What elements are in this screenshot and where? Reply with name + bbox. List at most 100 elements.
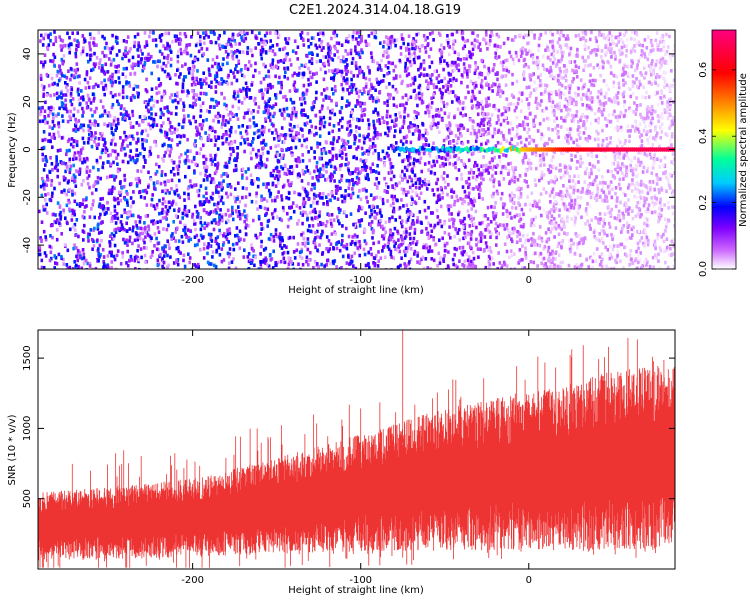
heatmap-cell <box>300 110 303 115</box>
heatmap-cell <box>248 192 252 197</box>
heatmap-cell <box>234 199 237 204</box>
heatmap-cell <box>97 251 101 256</box>
heatmap-cell <box>639 215 642 219</box>
heatmap-cell <box>296 137 300 141</box>
heatmap-cell <box>642 165 646 170</box>
heatmap-cell <box>118 80 121 85</box>
heatmap-cell <box>101 34 104 39</box>
heatmap-cell <box>62 178 66 182</box>
heatmap-cell <box>619 125 623 130</box>
heatmap-cell <box>301 95 305 99</box>
heatmap-cell <box>275 234 278 239</box>
heatmap-cell <box>443 111 447 116</box>
heatmap-cell <box>447 115 450 119</box>
heatmap-cell <box>319 196 322 200</box>
heatmap-cell <box>584 64 587 68</box>
heatmap-cell <box>332 246 335 250</box>
heatmap-cell <box>325 170 328 174</box>
heatmap-cell <box>494 201 497 205</box>
heatmap-cell <box>479 188 482 193</box>
heatmap-cell <box>489 256 492 261</box>
heatmap-cell <box>68 187 71 192</box>
heatmap-cell <box>257 128 260 133</box>
heatmap-cell <box>471 119 475 123</box>
heatmap-cell <box>568 90 571 95</box>
heatmap-cell <box>634 126 638 131</box>
heatmap-cell <box>323 88 326 92</box>
heatmap-cell <box>57 122 60 126</box>
heatmap-cell <box>414 96 418 101</box>
heatmap-cell <box>245 176 249 181</box>
heatmap-cell <box>549 39 552 44</box>
heatmap-cell <box>207 199 211 204</box>
heatmap-cell <box>170 158 174 163</box>
heatmap-cell <box>416 103 419 108</box>
heatmap-cell <box>41 119 45 123</box>
heatmap-cell <box>637 150 641 155</box>
heatmap-cell <box>544 231 548 235</box>
heatmap-cell <box>671 193 675 197</box>
heatmap-cell <box>202 246 206 251</box>
heatmap-cell <box>373 196 376 200</box>
heatmap-cell <box>520 207 524 212</box>
heatmap-cell <box>377 259 380 263</box>
heatmap-cell <box>509 121 513 126</box>
heatmap-cell <box>443 253 446 258</box>
heatmap-cell <box>387 171 391 175</box>
heatmap-cell <box>471 52 474 57</box>
heatmap-cell <box>244 195 248 199</box>
heatmap-cell <box>562 223 566 228</box>
heatmap-cell <box>78 156 82 160</box>
heatmap-cell <box>422 34 426 38</box>
heatmap-cell <box>554 251 557 255</box>
heatmap-cell <box>304 241 307 245</box>
heatmap-cell <box>634 187 637 191</box>
heatmap-cell <box>197 265 200 269</box>
heatmap-cell <box>214 221 218 225</box>
heatmap-cell <box>329 164 333 169</box>
heatmap-cell <box>62 210 66 215</box>
heatmap-cell <box>672 118 675 123</box>
heatmap-cell <box>62 208 65 213</box>
heatmap-cell <box>543 267 546 269</box>
heatmap-cell <box>623 203 626 207</box>
heatmap-cell <box>41 179 45 184</box>
heatmap-cell <box>276 152 280 157</box>
heatmap-cell <box>606 266 609 269</box>
heatmap-cell <box>453 202 456 207</box>
heatmap-cell <box>288 191 291 195</box>
heatmap-cell <box>611 247 615 252</box>
heatmap-cell <box>650 72 653 77</box>
heatmap-cell <box>259 252 262 256</box>
heatmap-cell <box>496 191 499 196</box>
heatmap-cell <box>652 265 655 269</box>
heatmap-cell <box>296 242 300 246</box>
heatmap-cell <box>614 100 617 104</box>
heatmap-cell <box>588 175 591 179</box>
heatmap-cell <box>116 196 120 201</box>
heatmap-cell <box>249 143 253 147</box>
heatmap-cell <box>487 86 491 91</box>
heatmap-cell <box>157 230 161 234</box>
heatmap-cell <box>609 210 612 214</box>
heatmap-cell <box>348 179 351 183</box>
heatmap-cell <box>595 198 599 202</box>
heatmap-cell <box>504 109 508 114</box>
heatmap-cell <box>495 212 498 216</box>
heatmap-cell <box>660 208 664 212</box>
heatmap-cell <box>114 267 118 269</box>
heatmap-cell <box>460 172 463 177</box>
heatmap-cell <box>345 178 349 183</box>
heatmap-cell <box>636 63 639 67</box>
heatmap-cell <box>584 137 588 141</box>
heatmap-cell <box>279 259 283 264</box>
heatmap-cell <box>384 131 387 136</box>
heatmap-cell <box>639 103 642 107</box>
heatmap-cell <box>659 135 662 140</box>
heatmap-cell <box>255 194 258 198</box>
heatmap-cell <box>49 38 52 43</box>
heatmap-cell <box>667 244 670 248</box>
heatmap-cell <box>234 96 237 101</box>
heatmap-cell <box>489 220 493 224</box>
heatmap-cell <box>654 125 657 130</box>
